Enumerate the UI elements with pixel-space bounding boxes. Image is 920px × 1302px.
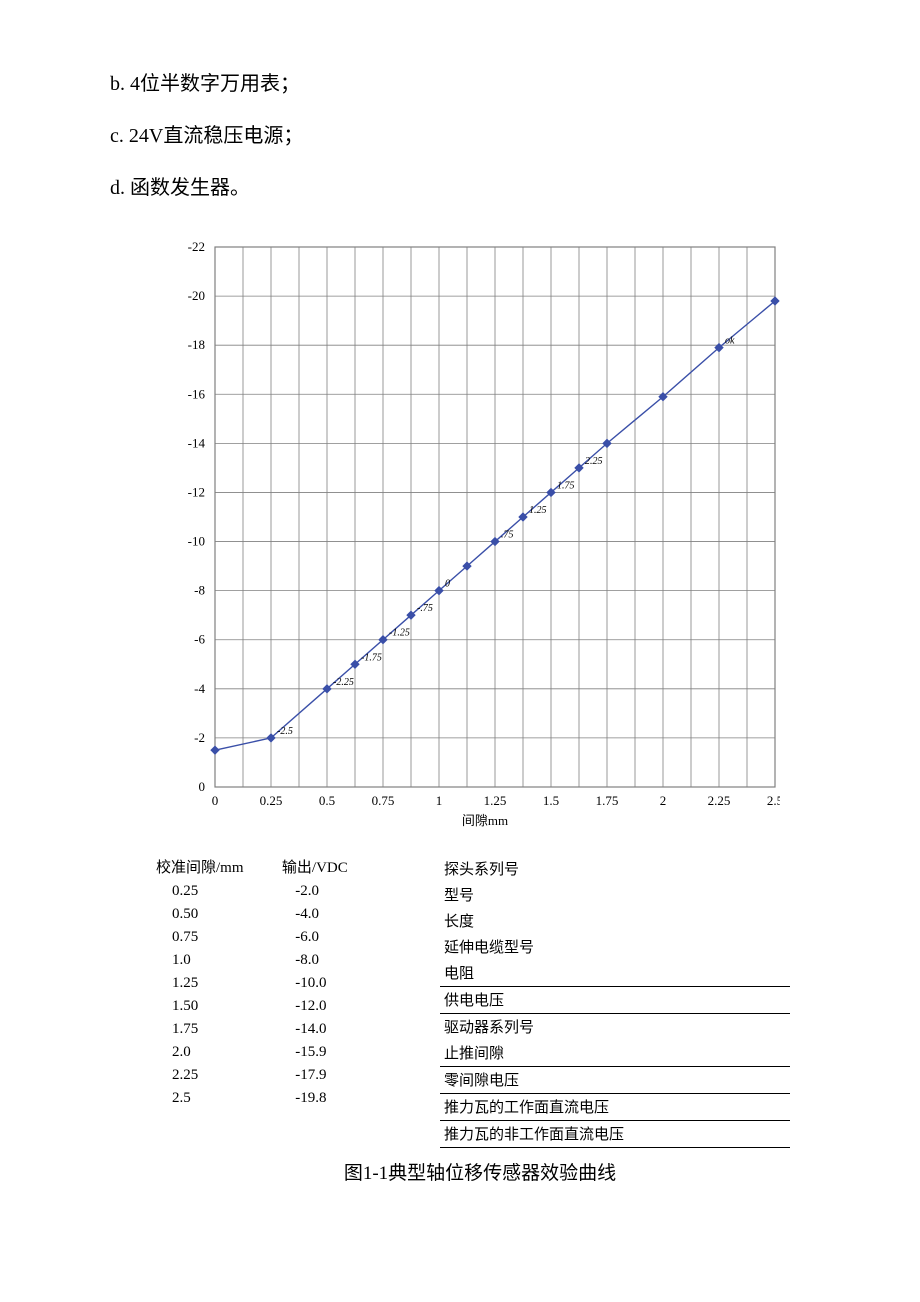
svg-text:-2.5: -2.5 (277, 726, 293, 737)
svg-text:ok: ok (725, 336, 735, 347)
svg-text:间隙mm: 间隙mm (462, 813, 508, 828)
svg-text:0.5: 0.5 (319, 793, 335, 808)
table-row: 2.0-15.9 (150, 1044, 380, 1061)
svg-text:2.5: 2.5 (767, 793, 780, 808)
spec-label: 探头系列号 (440, 858, 644, 879)
spec-label: 止推间隙 (440, 1042, 644, 1063)
svg-text:-20: -20 (188, 288, 205, 303)
cell-vdc: -6.0 (265, 929, 380, 946)
svg-text:0: 0 (212, 793, 219, 808)
svg-text:1.25: 1.25 (529, 505, 547, 516)
cell-gap: 2.0 (150, 1044, 265, 1061)
spec-label: 延伸电缆型号 (440, 936, 644, 957)
calib-header-gap: 校准间隙/mm (150, 856, 264, 877)
cell-gap: 0.25 (150, 883, 265, 900)
svg-text:2: 2 (660, 793, 667, 808)
table-row: 2.5-19.8 (150, 1090, 380, 1107)
figure-caption: 图1-1典型轴位移传感器效验曲线 (130, 1158, 830, 1185)
table-row: 1.0-8.0 (150, 952, 380, 969)
svg-text:1.75: 1.75 (596, 793, 619, 808)
svg-text:-6: -6 (194, 632, 205, 647)
svg-text:-10: -10 (188, 534, 205, 549)
svg-text:1.75: 1.75 (557, 480, 575, 491)
table-row: 2.25-17.9 (150, 1067, 380, 1084)
cell-gap: 1.75 (150, 1021, 265, 1038)
spec-row: 推力瓦的工作面直流电压 (440, 1094, 790, 1121)
svg-text:-12: -12 (188, 484, 205, 499)
spec-label: 零间隙电压 (440, 1069, 644, 1090)
spec-label: 型号 (440, 884, 644, 905)
cell-vdc: -4.0 (265, 906, 380, 923)
calibration-chart: 0 -2 -4 -6 -8 -10 -12 -14 -16 -18 -20 -22 0 0.25 0.5 0.… (140, 232, 780, 842)
svg-text:.75: .75 (501, 530, 514, 541)
cell-gap: 1.25 (150, 975, 265, 992)
cell-vdc: -14.0 (265, 1021, 380, 1038)
svg-text:2.25: 2.25 (708, 793, 731, 808)
cell-vdc: -15.9 (265, 1044, 380, 1061)
svg-text:-8: -8 (194, 583, 205, 598)
svg-text:1.5: 1.5 (543, 793, 559, 808)
svg-text:-2: -2 (194, 730, 205, 745)
svg-text:0: 0 (445, 579, 450, 590)
spec-label: 电阻 (440, 962, 644, 983)
svg-text:0: 0 (199, 779, 206, 794)
table-row: 0.75-6.0 (150, 929, 380, 946)
cell-gap: 0.75 (150, 929, 265, 946)
cell-gap: 2.25 (150, 1067, 265, 1084)
spec-row: 延伸电缆型号 (440, 934, 790, 960)
spec-row: 驱动器系列号 (440, 1014, 790, 1040)
spec-row: 零间隙电压 (440, 1067, 790, 1094)
spec-label: 推力瓦的非工作面直流电压 (440, 1123, 644, 1144)
table-row: 1.75-14.0 (150, 1021, 380, 1038)
svg-text:-2.25: -2.25 (333, 677, 354, 688)
spec-label: 驱动器系列号 (440, 1016, 644, 1037)
svg-text:-1.25: -1.25 (389, 628, 410, 639)
cell-vdc: -17.9 (265, 1067, 380, 1084)
spec-row: 长度 (440, 908, 790, 934)
svg-text:1: 1 (436, 793, 443, 808)
cell-vdc: -12.0 (265, 998, 380, 1015)
svg-text:0.25: 0.25 (260, 793, 283, 808)
cell-gap: 0.50 (150, 906, 265, 923)
cell-gap: 2.5 (150, 1090, 265, 1107)
table-row: 0.25-2.0 (150, 883, 380, 900)
list-item-b: b. 4位半数字万用表； (110, 70, 860, 98)
chart-svg: 0 -2 -4 -6 -8 -10 -12 -14 -16 -18 -20 -22 0 0.25 0.5 0.… (140, 232, 780, 842)
spec-row: 止推间隙 (440, 1040, 790, 1067)
cell-vdc: -8.0 (265, 952, 380, 969)
spec-row: 推力瓦的非工作面直流电压 (440, 1121, 790, 1148)
svg-text:2.25: 2.25 (585, 456, 603, 467)
svg-text:-14: -14 (188, 435, 206, 450)
cell-vdc: -2.0 (265, 883, 380, 900)
cell-gap: 1.50 (150, 998, 265, 1015)
spec-label: 推力瓦的工作面直流电压 (440, 1096, 644, 1117)
calib-header-vdc: 输出/VDC (264, 856, 380, 877)
svg-text:0.75: 0.75 (372, 793, 395, 808)
cell-vdc: -10.0 (265, 975, 380, 992)
table-row: 1.50-12.0 (150, 998, 380, 1015)
svg-text:-18: -18 (188, 337, 205, 352)
spec-table: 探头系列号型号长度延伸电缆型号电阻供电电压驱动器系列号止推间隙零间隙电压推力瓦的… (440, 856, 790, 1148)
cell-vdc: -19.8 (265, 1090, 380, 1107)
svg-text:1.25: 1.25 (484, 793, 507, 808)
spec-row: 电阻 (440, 960, 790, 987)
list-item-c: c. 24V直流稳压电源； (110, 122, 860, 150)
spec-row: 探头系列号 (440, 856, 790, 882)
list-item-d: d. 函数发生器。 (110, 174, 860, 202)
svg-text:-1.75: -1.75 (361, 652, 382, 663)
cell-gap: 1.0 (150, 952, 265, 969)
spec-label: 长度 (440, 910, 644, 931)
svg-text:-16: -16 (188, 386, 206, 401)
spec-row: 型号 (440, 882, 790, 908)
svg-text:-22: -22 (188, 239, 205, 254)
table-row: 0.50-4.0 (150, 906, 380, 923)
spec-row: 供电电压 (440, 987, 790, 1014)
calibration-table: 校准间隙/mm 输出/VDC 0.25-2.00.50-4.00.75-6.01… (150, 856, 380, 1148)
svg-text:-.75: -.75 (417, 603, 433, 614)
spec-label: 供电电压 (440, 989, 644, 1010)
table-row: 1.25-10.0 (150, 975, 380, 992)
svg-text:-4: -4 (194, 681, 205, 696)
